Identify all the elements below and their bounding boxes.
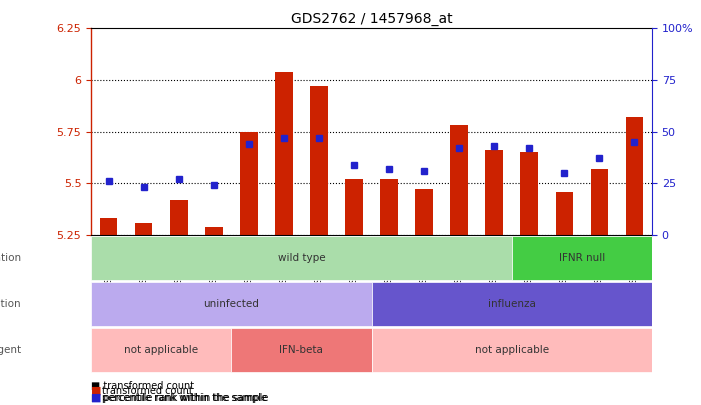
Bar — [556, 192, 573, 235]
Text: IFNR null: IFNR null — [559, 253, 605, 263]
Bar — [170, 200, 188, 235]
Bar — [91, 236, 512, 280]
Bar — [626, 117, 644, 235]
Bar — [275, 72, 293, 235]
Bar — [231, 328, 372, 372]
Bar — [91, 282, 372, 326]
Bar — [416, 190, 433, 235]
Bar — [91, 328, 231, 372]
Bar — [451, 126, 468, 235]
Bar — [205, 227, 223, 235]
Bar — [346, 179, 363, 235]
Text: infection: infection — [0, 299, 21, 309]
Bar — [372, 328, 652, 372]
Bar — [135, 222, 153, 235]
Bar — [100, 218, 118, 235]
Text: transformed count: transformed count — [102, 386, 192, 396]
Text: wild type: wild type — [278, 253, 325, 263]
Text: not applicable: not applicable — [475, 345, 549, 355]
Text: agent: agent — [0, 345, 21, 355]
Bar — [521, 152, 538, 235]
Text: ■: ■ — [91, 393, 102, 403]
Text: influenza: influenza — [488, 299, 536, 309]
Text: percentile rank within the sample: percentile rank within the sample — [102, 393, 266, 403]
Title: GDS2762 / 1457968_at: GDS2762 / 1457968_at — [291, 12, 452, 26]
Bar — [240, 132, 258, 235]
Bar — [486, 150, 503, 235]
Bar — [311, 86, 328, 235]
Text: ■ transformed count
■ percentile rank within the sample: ■ transformed count ■ percentile rank wi… — [91, 382, 268, 403]
Text: genotype/variation: genotype/variation — [0, 253, 21, 263]
Text: IFN-beta: IFN-beta — [280, 345, 323, 355]
Bar — [512, 236, 652, 280]
Bar — [381, 179, 398, 235]
Text: ■: ■ — [91, 386, 102, 396]
Text: uninfected: uninfected — [203, 299, 259, 309]
Bar — [591, 169, 608, 235]
Text: not applicable: not applicable — [124, 345, 198, 355]
Bar — [372, 282, 652, 326]
